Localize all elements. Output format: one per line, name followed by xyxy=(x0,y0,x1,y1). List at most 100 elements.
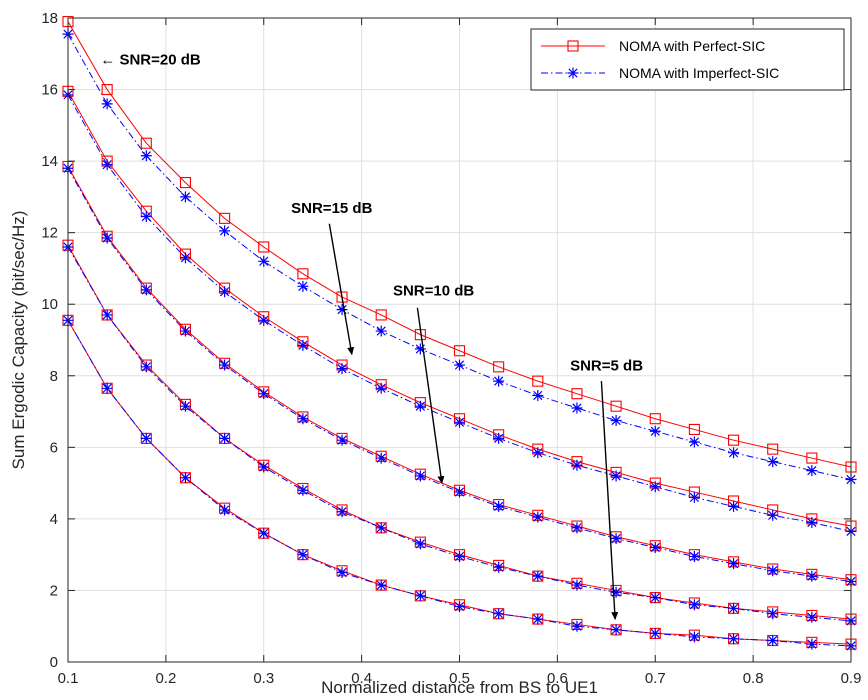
imperfect-sic-marker xyxy=(140,284,152,296)
imperfect-sic-marker xyxy=(140,432,152,444)
perfect-sic-marker xyxy=(297,268,309,280)
snr-annotation-label: ← SNR=20 dB xyxy=(100,52,201,69)
imperfect-sic-marker xyxy=(571,459,583,471)
imperfect-sic-marker xyxy=(179,400,191,412)
imperfect-sic-marker xyxy=(728,558,740,570)
imperfect-sic-marker xyxy=(140,211,152,223)
y-tick-label: 4 xyxy=(50,511,58,528)
imperfect-sic-marker xyxy=(649,592,661,604)
legend-perfect-sic-label: NOMA with Perfect-SIC xyxy=(619,38,765,54)
imperfect-sic-marker xyxy=(767,509,779,521)
imperfect-sic-marker xyxy=(375,452,387,464)
perfect-sic-marker xyxy=(567,40,579,52)
imperfect-sic-marker xyxy=(728,633,740,645)
imperfect-sic-marker xyxy=(258,461,270,473)
imperfect-sic-marker xyxy=(610,533,622,545)
imperfect-sic-marker xyxy=(567,67,579,79)
imperfect-sic-marker xyxy=(532,570,544,582)
imperfect-sic-marker xyxy=(101,309,113,321)
x-tick-label: 0.1 xyxy=(58,670,79,687)
imperfect-sic-marker xyxy=(532,613,544,625)
snr-annotation-arrow xyxy=(328,223,355,356)
imperfect-sic-marker xyxy=(688,631,700,643)
imperfect-sic-marker xyxy=(493,608,505,620)
imperfect-sic-marker xyxy=(336,434,348,446)
perfect-sic-marker xyxy=(493,361,505,373)
snr-annotation-label: SNR=10 dB xyxy=(393,282,474,299)
imperfect-sic-marker xyxy=(336,506,348,518)
imperfect-sic-marker xyxy=(258,388,270,400)
imperfect-sic-marker xyxy=(532,447,544,459)
imperfect-sic-marker xyxy=(375,325,387,337)
imperfect-sic-marker xyxy=(728,500,740,512)
imperfect-sic-marker xyxy=(493,375,505,387)
y-tick-label: 6 xyxy=(50,439,58,456)
y-axis-label: Sum Ergodic Capacity (bit/sec/Hz) xyxy=(9,211,28,470)
imperfect-sic-marker xyxy=(532,511,544,523)
imperfect-sic-marker xyxy=(571,620,583,632)
perfect-sic-marker xyxy=(101,84,113,96)
imperfect-sic-marker xyxy=(610,415,622,426)
imperfect-sic-marker xyxy=(454,601,465,613)
imperfect-sic-marker xyxy=(140,150,152,162)
imperfect-sic-marker xyxy=(297,484,309,496)
x-tick-label: 0.4 xyxy=(351,670,372,687)
imperfect-sic-marker xyxy=(728,447,740,459)
tick-group: 0.1 0.2 0.3 0.4 0.5 0.6 0.7 0.8 0.9 0 2 4 6 8 10 12 14 16… xyxy=(41,10,861,687)
perfect-sic-marker xyxy=(336,291,348,303)
imperfect-sic-marker xyxy=(454,486,465,498)
perfect-sic-marker xyxy=(219,212,231,224)
y-tick-label: 14 xyxy=(41,153,58,170)
imperfect-sic-marker xyxy=(493,432,505,444)
imperfect-sic-marker xyxy=(414,400,426,412)
imperfect-sic-marker xyxy=(806,516,818,528)
imperfect-sic-marker xyxy=(649,425,661,437)
imperfect-sic-marker xyxy=(101,159,113,171)
imperfect-sic-marker xyxy=(806,465,818,477)
imperfect-sic-marker xyxy=(219,225,231,237)
imperfect-sic-marker xyxy=(571,522,583,534)
imperfect-sic-marker xyxy=(258,527,270,539)
imperfect-sic-marker xyxy=(336,363,348,375)
imperfect-sic-marker xyxy=(493,561,505,573)
imperfect-sic-marker xyxy=(454,359,465,371)
imperfect-sic-marker xyxy=(414,538,426,550)
snr-annotation-arrow xyxy=(600,381,619,621)
imperfect-sic-marker xyxy=(336,567,348,579)
legend: NOMA with Perfect-SIC NOMA with Imperfect… xyxy=(530,28,845,91)
imperfect-sic-marker xyxy=(414,470,426,482)
perfect-sic-marker xyxy=(767,443,779,455)
imperfect-sic-marker xyxy=(610,586,622,598)
imperfect-sic-marker xyxy=(571,579,583,591)
imperfect-sic-marker xyxy=(258,255,270,267)
snr-annotation-label: SNR=15 dB xyxy=(291,200,372,217)
imperfect-sic-marker xyxy=(375,522,387,534)
imperfect-sic-marker xyxy=(375,382,387,394)
imperfect-sic-marker xyxy=(610,470,622,482)
imperfect-sic-marker xyxy=(258,314,270,326)
imperfect-sic-marker xyxy=(688,550,700,562)
imperfect-sic-marker xyxy=(767,456,779,468)
imperfect-sic-marker xyxy=(728,602,740,614)
imperfect-sic-marker xyxy=(414,590,426,602)
perfect-sic-marker xyxy=(727,434,740,446)
perfect-sic-marker xyxy=(140,137,152,149)
imperfect-sic-marker xyxy=(101,98,113,110)
legend-imperfect-sic-label: NOMA with Imperfect-SIC xyxy=(619,65,779,81)
x-axis-label: Normalized distance from BS to UE1 xyxy=(321,678,598,697)
imperfect-sic-marker xyxy=(571,402,583,414)
x-tick-label: 0.7 xyxy=(645,670,666,687)
y-tick-label: 0 xyxy=(50,654,58,671)
series-group xyxy=(62,16,857,652)
x-tick-label: 0.8 xyxy=(743,670,764,687)
imperfect-sic-marker xyxy=(219,286,231,298)
imperfect-sic-marker xyxy=(219,432,231,444)
imperfect-sic-marker xyxy=(179,472,191,484)
imperfect-sic-marker xyxy=(179,252,191,264)
imperfect-sic-marker xyxy=(297,280,309,292)
imperfect-sic-marker xyxy=(688,599,700,611)
x-tick-label: 0.3 xyxy=(253,670,274,687)
perfect-sic-line xyxy=(67,21,852,468)
imperfect-sic-marker xyxy=(806,611,818,623)
